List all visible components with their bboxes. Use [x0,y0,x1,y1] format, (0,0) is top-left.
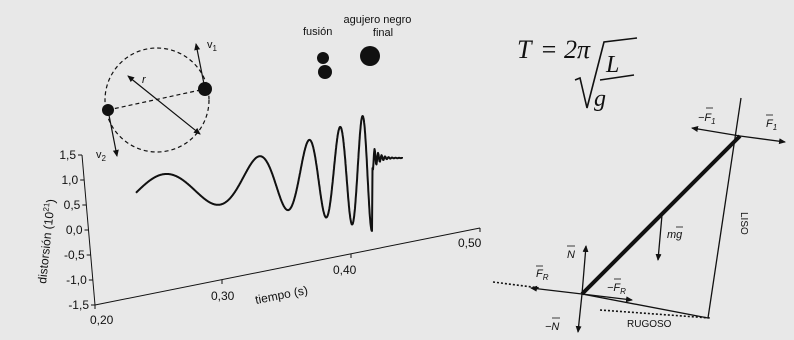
formula-lhs: T [517,35,533,64]
minus-normal-arrow [575,293,583,333]
x-tick-group: 0,20 0,30 0,40 0,50 [90,228,482,327]
rough-floor [581,293,709,319]
orbit-circle [104,47,210,153]
floor-left-dotted [492,281,541,289]
fusion-label: fusión [303,26,332,38]
strain-waveform [135,115,403,232]
y-tick-label: -0,5 [64,248,85,262]
radical-sign [574,37,638,109]
merging-hole-bottom [318,65,332,79]
binary-orbit-diagram: r v1 v2 [96,39,218,163]
fraction-bar [599,74,635,81]
floor-right-dotted [599,309,711,319]
weight-arrow [655,214,663,261]
x-tick-label: 0,30 [211,289,235,303]
minus-normal-label: −N [545,321,559,333]
friction-arrow [530,285,583,295]
friction-label: FR [536,268,549,282]
smooth-wall-label: LISO [738,212,749,235]
x-tick-label: 0,40 [333,263,357,277]
formula-numerator: L [605,52,619,78]
y-tick-label: -1,5 [68,298,89,312]
radius-label: r [142,74,147,86]
x-tick-label: 0,50 [458,236,482,250]
minus-friction-label: −FR [607,282,626,296]
y-axis-label: distorsión (1021) [34,198,58,284]
y-tick-label: 0,0 [66,223,83,237]
ladder-force-diagram: LISO RUGOSO −F1 F1 mg N −N FR −FR [492,97,786,333]
formula-coefficient: = 2π [540,35,591,64]
v1-arrow [194,43,206,90]
x-axis-label: tiempo (s) [254,283,309,307]
pendulum-formula: T = 2π L g [517,35,638,112]
minus-f1-arrow [691,126,741,137]
merging-hole-top [317,52,329,64]
ladder [580,134,742,296]
normal-arrow [581,245,589,295]
formula-denominator: g [594,86,606,112]
radius-arrow-back [127,75,201,135]
x-tick-label: 0,20 [90,313,114,327]
rough-floor-label: RUGOSO [627,319,672,330]
v1-label: v1 [207,39,218,53]
v2-label: v2 [96,149,107,163]
final-black-hole [360,46,380,66]
y-tick-label: 0,5 [64,198,81,212]
f1-label: F1 [766,118,777,132]
y-tick-group: 1,5 1,0 0,5 0,0 -0,5 -1,0 -1,5 [59,148,95,312]
minus-friction-arrow [581,293,633,303]
x-axis [94,227,481,306]
normal-label: N [567,249,575,261]
y-tick-label: -1,0 [66,273,87,287]
y-tick-label: 1,0 [61,173,78,187]
f1-arrow [739,135,786,145]
y-tick-label: 1,5 [59,148,76,162]
final-black-hole-label: agujero negro final [344,14,415,39]
merger-diagram: fusión agujero negro final [303,14,415,79]
weight-label: mg [667,229,683,241]
gravitational-wave-chart: 1,5 1,0 0,5 0,0 -0,5 -1,0 -1,5 0,20 0,30 0,40 0,5… [34,115,482,327]
v2-arrow [107,109,119,157]
minus-f1-label: −F1 [698,112,716,126]
